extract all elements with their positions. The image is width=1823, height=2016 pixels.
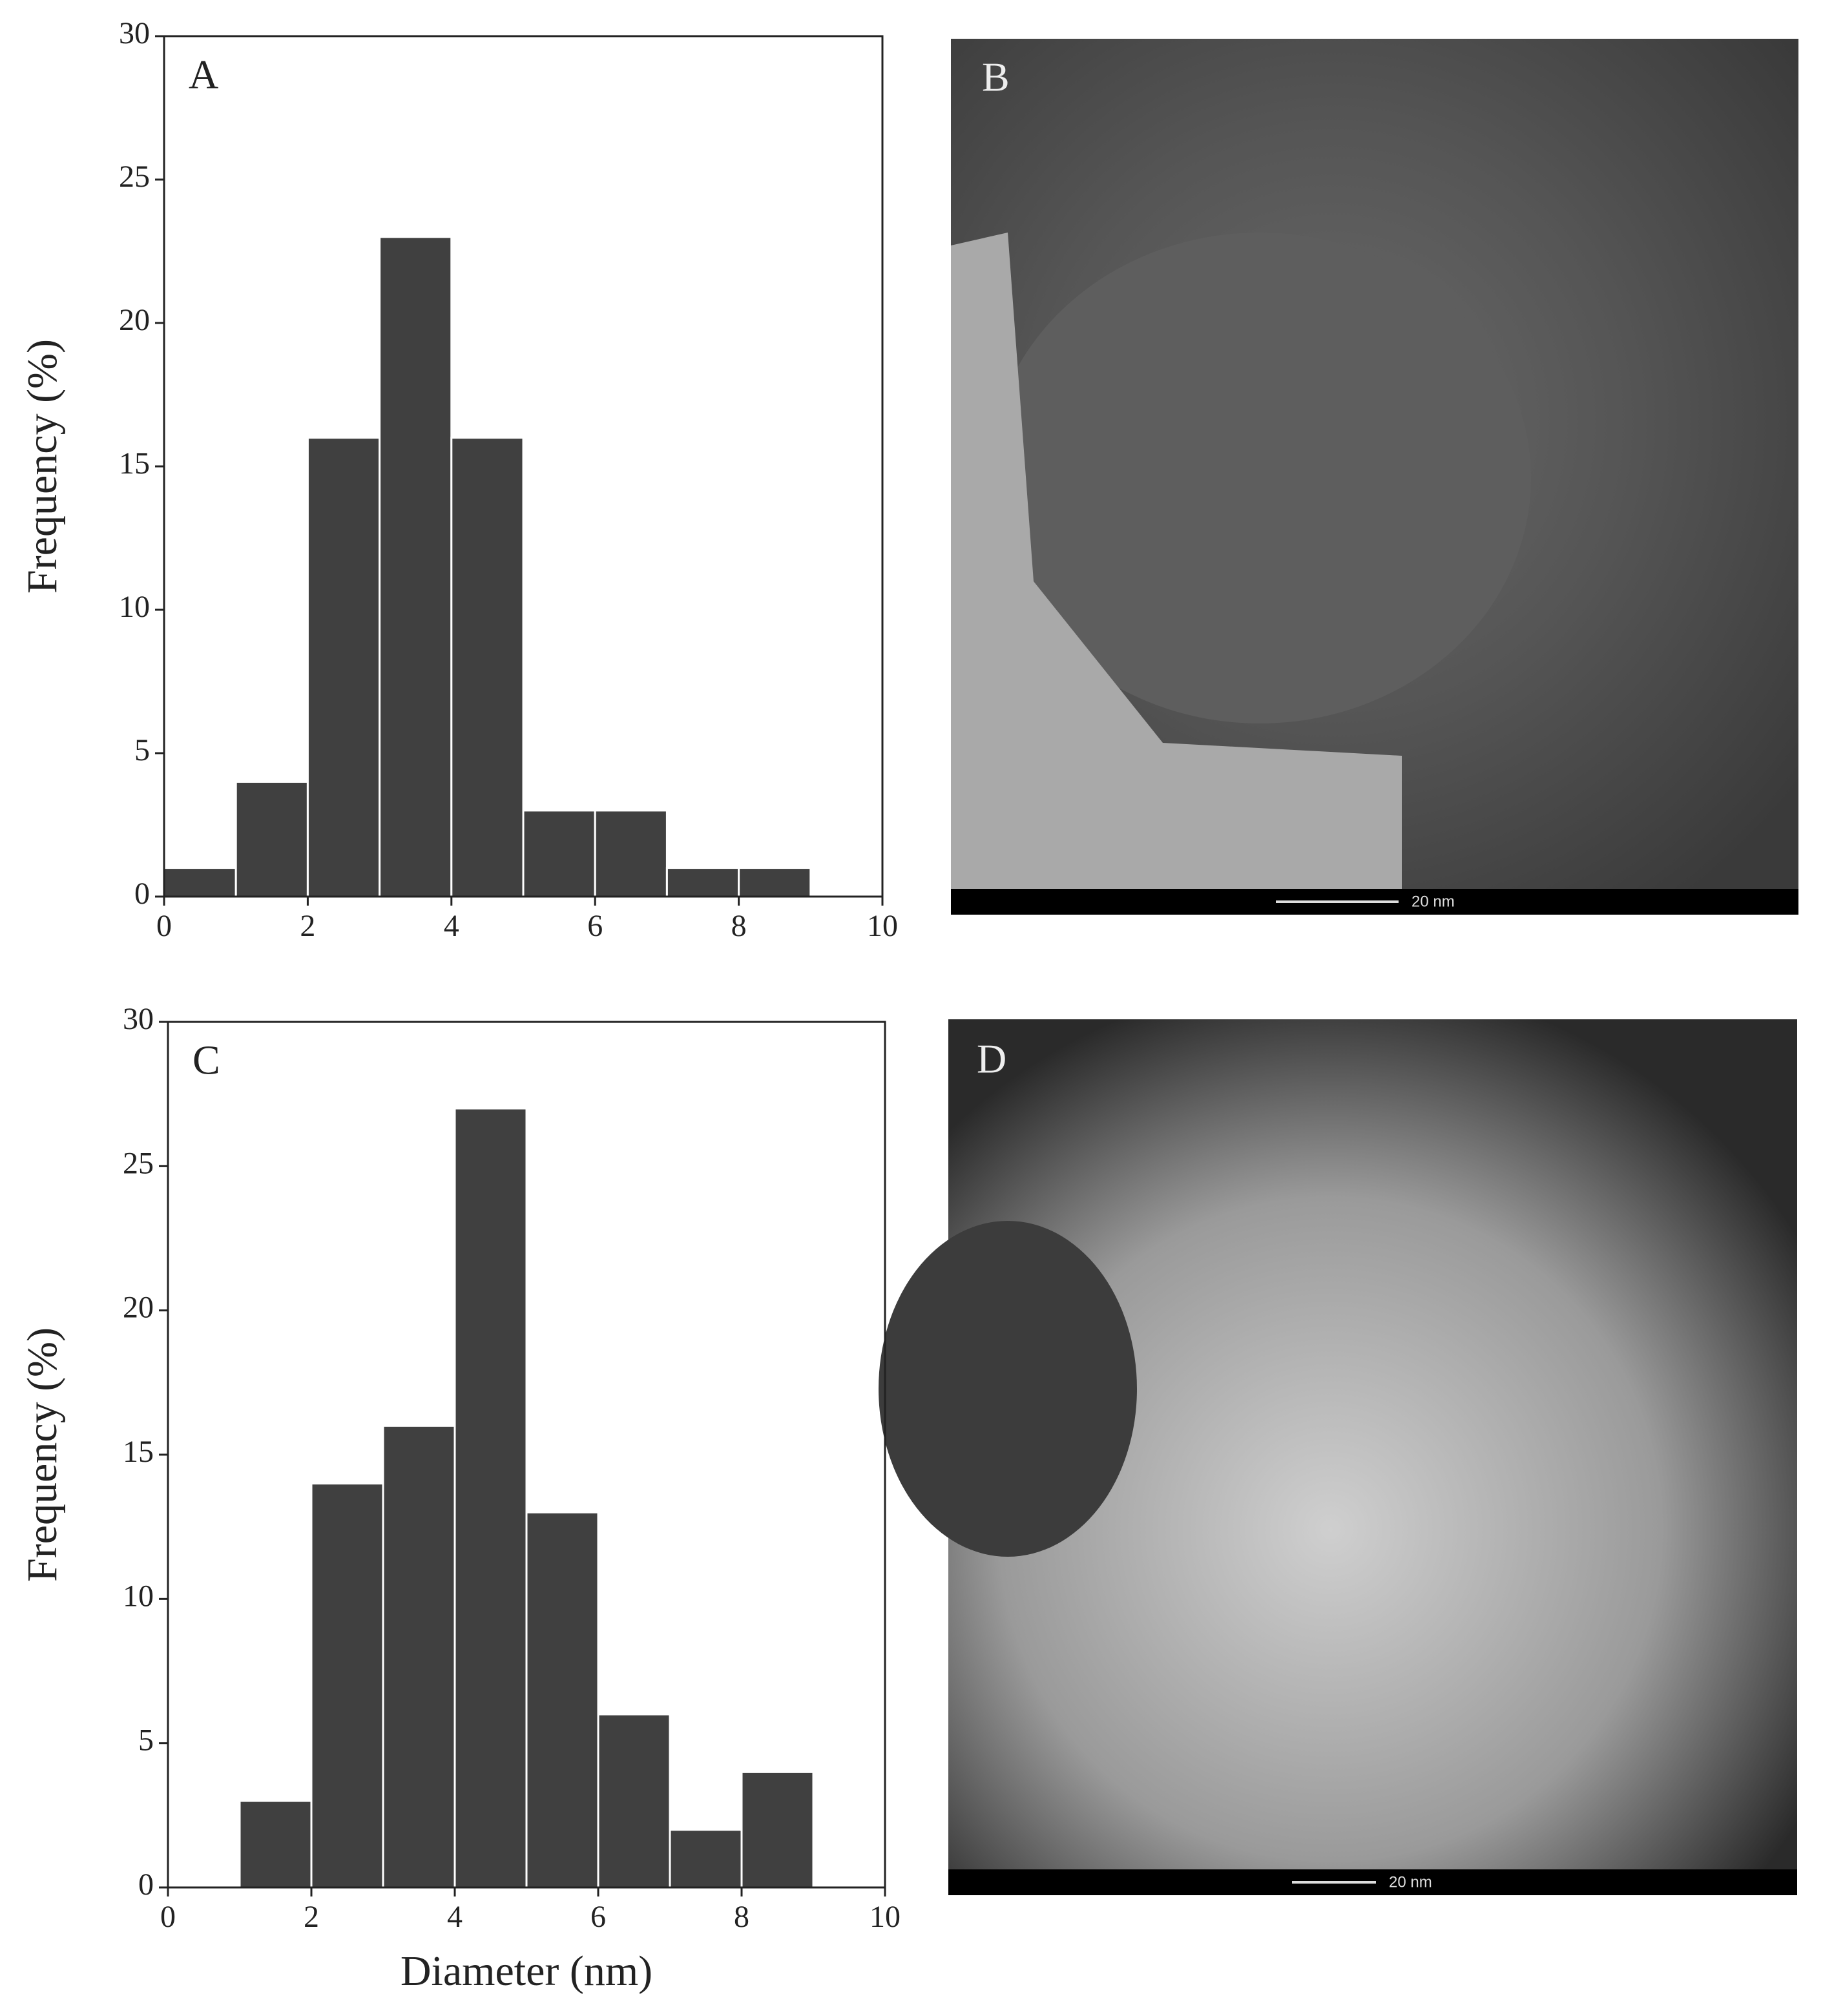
- y-axis-label: Frequency (%): [19, 1327, 66, 1582]
- y-tick-label: 5: [134, 733, 150, 767]
- panel-label: B: [982, 54, 1010, 100]
- y-tick-label: 15: [123, 1435, 154, 1469]
- y-tick-label: 0: [138, 1867, 154, 1902]
- x-tick-label: 2: [300, 909, 315, 943]
- scale-label: 20 nm: [1389, 1873, 1432, 1891]
- tem-image-d: 20 nm D: [879, 1019, 1797, 1895]
- histogram-chart: 0 5 10 15 20 25 30 0 2 4 6 8 10 A Frequency (%): [19, 16, 898, 943]
- bar: [238, 1800, 313, 1889]
- x-axis-label: Diameter (nm): [401, 1948, 652, 1995]
- bar: [453, 1107, 528, 1889]
- support-film: [951, 233, 1402, 889]
- histogram-chart: 0 5 10 15 20 25 30 0 2 4 6 8 10 C Frequency (%) Diamete…: [19, 1002, 901, 1995]
- x-tick-label: 10: [870, 1900, 901, 1934]
- x-tick-label: 8: [734, 1900, 749, 1934]
- y-tick-label: 20: [119, 303, 150, 337]
- scale-label: 20 nm: [1412, 893, 1455, 910]
- x-tick-label: 0: [156, 909, 172, 943]
- particle: [879, 1221, 1137, 1557]
- x-tick-label: 10: [867, 909, 898, 943]
- bar: [525, 1511, 599, 1889]
- y-tick-label: 30: [119, 16, 150, 50]
- x-tick-label: 4: [447, 1900, 463, 1934]
- tem-image-b: 20 nm B: [951, 39, 1798, 915]
- bar: [665, 867, 740, 898]
- bar: [669, 1829, 743, 1889]
- x-tick-label: 6: [587, 909, 603, 943]
- x-tick-label: 8: [731, 909, 747, 943]
- bar: [597, 1713, 671, 1889]
- y-tick-label: 10: [123, 1579, 154, 1613]
- bar: [234, 780, 309, 898]
- y-tick-label: 0: [134, 877, 150, 911]
- panel-label: C: [193, 1037, 220, 1083]
- x-tick-label: 4: [444, 909, 459, 943]
- bar: [740, 1771, 815, 1889]
- bar: [379, 236, 453, 898]
- x-tick-label: 0: [160, 1900, 176, 1934]
- bar: [738, 867, 812, 898]
- bar: [163, 867, 237, 898]
- y-tick-label: 15: [119, 446, 150, 481]
- y-tick-label: 25: [123, 1146, 154, 1180]
- bar: [382, 1424, 456, 1889]
- particle: [988, 233, 1531, 723]
- y-tick-label: 25: [119, 160, 150, 194]
- bar: [310, 1482, 384, 1889]
- bar: [594, 809, 668, 898]
- panel-label: D: [977, 1036, 1006, 1082]
- y-tick-label: 10: [119, 590, 150, 624]
- y-tick-label: 20: [123, 1291, 154, 1325]
- y-tick-label: 5: [138, 1723, 154, 1758]
- y-tick-label: 30: [123, 1002, 154, 1036]
- bar: [306, 437, 381, 898]
- x-tick-label: 2: [304, 1900, 319, 1934]
- bar: [522, 809, 596, 898]
- panel-label: A: [189, 52, 218, 98]
- bar: [450, 437, 525, 898]
- y-axis-label: Frequency (%): [19, 339, 66, 594]
- x-tick-label: 6: [590, 1900, 606, 1934]
